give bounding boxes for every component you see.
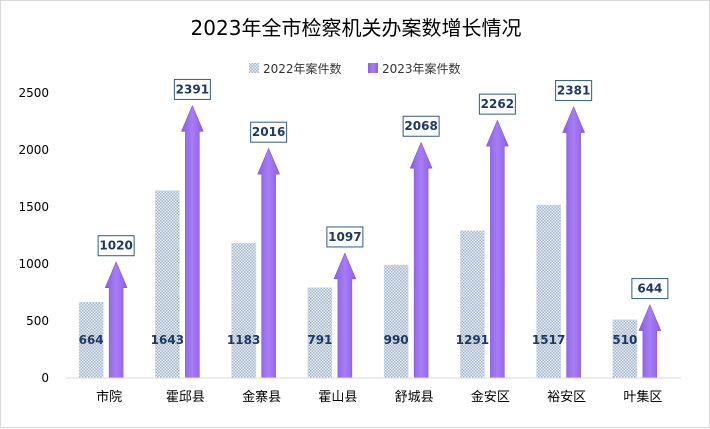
bar-2022 xyxy=(231,242,256,379)
y-tick-label: 2500 xyxy=(18,86,49,100)
arrow-2023 xyxy=(104,261,128,379)
data-label-box-2023 xyxy=(402,115,440,137)
x-tick-label: 霍山县 xyxy=(318,390,357,405)
legend-label-2022: 2022年案件数 xyxy=(263,61,342,76)
data-label-2023: 2391 xyxy=(176,82,209,96)
x-tick-label: 金安区 xyxy=(471,389,510,405)
data-label-2022: 990 xyxy=(384,333,409,347)
series-2022-bars xyxy=(78,190,638,379)
legend-label-2023: 2023年案件数 xyxy=(382,61,461,76)
bar-2022 xyxy=(78,302,104,379)
data-label-2022: 1643 xyxy=(151,333,184,347)
arrow-2023 xyxy=(485,119,509,379)
data-labels: 664 1020 1643 2391 1183 2016 791 1097 990 2068 129… xyxy=(79,78,669,347)
data-label-2022: 510 xyxy=(612,333,637,347)
data-label-2023: 1020 xyxy=(99,239,132,253)
data-label-box-2023 xyxy=(631,278,669,300)
data-label-box-2023 xyxy=(250,121,288,143)
data-label-box-2023 xyxy=(326,226,364,248)
data-label-2023: 2068 xyxy=(404,119,437,133)
bar-2022 xyxy=(383,264,409,379)
x-axis: 市院 霍邱县 金寨县 霍山县 舒城县 金安区 裕安区 叶集区 xyxy=(66,377,681,405)
data-label-2022: 1291 xyxy=(456,333,489,347)
legend-swatch-2022 xyxy=(249,63,259,73)
y-axis: 0 500 1000 1500 2000 2500 xyxy=(18,86,49,385)
legend: 2022年案件数 2023年案件数 xyxy=(249,61,461,76)
data-label-box-2023 xyxy=(478,93,516,115)
bar-2022 xyxy=(536,204,561,379)
x-tick-label: 市院 xyxy=(96,389,122,405)
x-tick-label: 霍邱县 xyxy=(166,390,205,405)
y-tick-label: 500 xyxy=(26,314,49,328)
data-label-2023: 1097 xyxy=(328,230,361,244)
data-label-2023: 2016 xyxy=(252,125,285,139)
x-tick-label: 舒城县 xyxy=(395,390,434,405)
x-tick-label: 金寨县 xyxy=(242,389,281,405)
data-label-2023: 2262 xyxy=(481,97,514,111)
y-tick-label: 2000 xyxy=(18,143,49,157)
chart-title: 2023年全市检察机关办案数增长情况 xyxy=(191,16,522,40)
arrow-2023 xyxy=(409,141,433,379)
data-label-box-2023 xyxy=(555,80,593,102)
data-label-2022: 664 xyxy=(79,333,104,347)
arrow-2023 xyxy=(257,147,281,379)
data-label-box-2023 xyxy=(173,78,211,100)
arrow-2023 xyxy=(638,303,662,379)
data-label-2022: 791 xyxy=(307,333,332,347)
data-label-2022: 1517 xyxy=(532,333,565,347)
arrow-2023 xyxy=(562,105,586,379)
data-label-box-2023 xyxy=(97,235,135,257)
series-2023-arrows xyxy=(104,104,662,379)
arrow-2023 xyxy=(180,104,204,379)
data-label-2022: 1183 xyxy=(227,333,260,347)
bar-2022 xyxy=(307,287,333,379)
y-tick-label: 1500 xyxy=(18,200,49,214)
bar-2022 xyxy=(612,319,638,379)
x-tick-label: 叶集区 xyxy=(623,389,662,405)
y-tick-label: 0 xyxy=(41,371,49,385)
data-label-2023: 2381 xyxy=(557,84,590,98)
bar-2022 xyxy=(155,190,180,379)
arrow-2023 xyxy=(333,252,357,379)
y-tick-label: 1000 xyxy=(18,257,49,271)
x-tick-label: 裕安区 xyxy=(547,390,586,405)
bar-2022 xyxy=(460,230,485,379)
data-label-2023: 644 xyxy=(637,282,662,296)
legend-swatch-2023 xyxy=(368,63,378,73)
